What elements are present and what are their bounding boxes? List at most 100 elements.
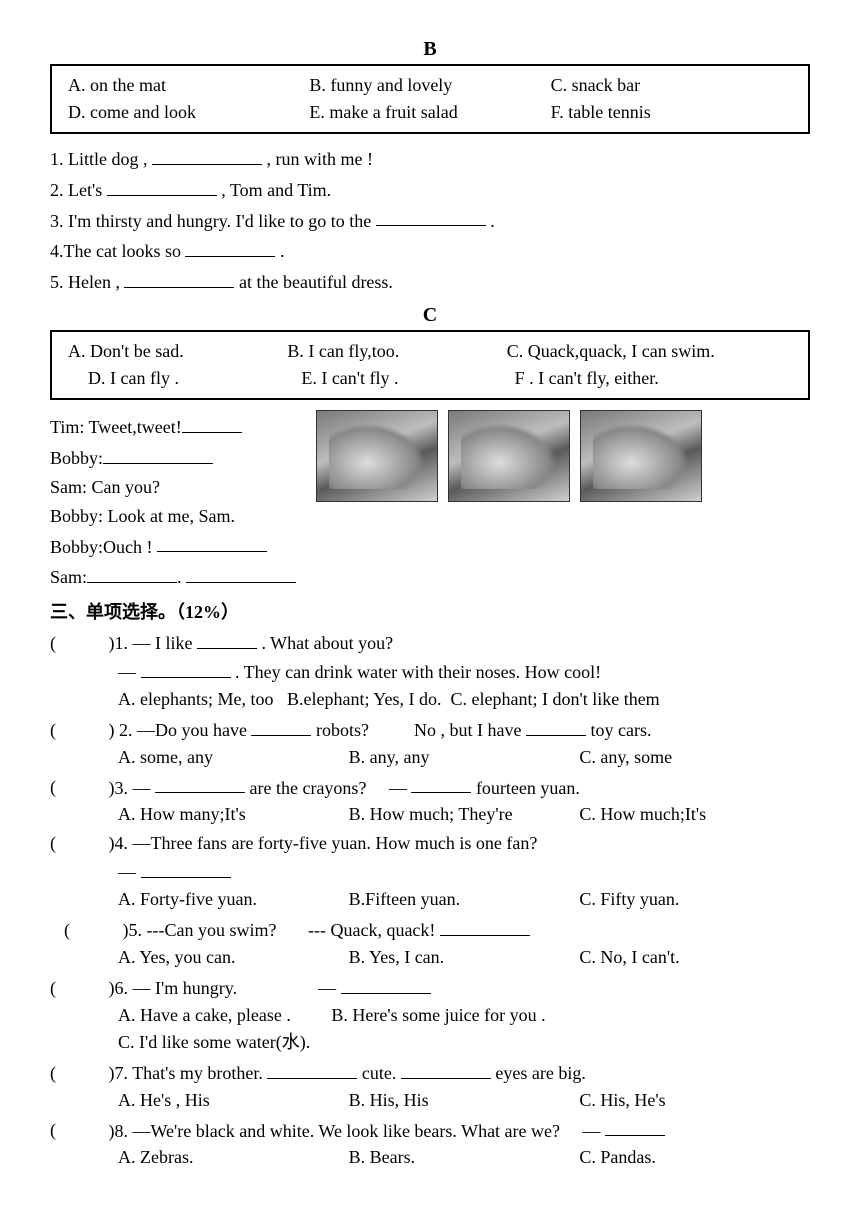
answer-paren[interactable]: ( [50, 717, 104, 744]
q3-choice-b: B. How much; They're [349, 801, 580, 828]
q1-line2-b: . They can drink water with their noses.… [235, 662, 601, 682]
option-b-f: F. table tennis [551, 99, 792, 126]
cartoon-images [316, 410, 702, 502]
q7-num: )7. [109, 1063, 129, 1083]
q6-stem-b: — [318, 978, 336, 998]
blank-input[interactable] [87, 562, 177, 583]
q1-stem-a: — I like [133, 633, 193, 653]
blank-input[interactable] [157, 532, 267, 553]
q5-choice-c: C. No, I can't. [579, 944, 810, 971]
b-q1-text-b: , run with me ! [267, 149, 373, 169]
answer-paren[interactable]: ( [50, 1060, 104, 1087]
option-c-a: A. Don't be sad. [68, 338, 287, 365]
b-q1: 1. Little dog , , run with me ! [50, 144, 810, 173]
answer-paren[interactable]: ( [50, 917, 118, 944]
blank-input[interactable] [401, 1058, 491, 1079]
q8-num: )8. [109, 1120, 129, 1140]
b-q5: 5. Helen , at the beautiful dress. [50, 267, 810, 296]
section-b-options-box: A. on the mat B. funny and lovely C. sna… [50, 64, 810, 134]
q2-choice-b: B. any, any [349, 744, 580, 771]
dialog-l3: Sam: Can you? [50, 477, 160, 497]
dialog-l6a: Sam: [50, 567, 87, 587]
cartoon-image-1 [316, 410, 438, 502]
q5-stem-a: ---Can you swim? [147, 920, 277, 940]
b-q3-text-b: . [490, 210, 495, 230]
blank-input[interactable] [526, 715, 586, 736]
q7-choice-c: C. His, He's [579, 1087, 810, 1114]
answer-paren[interactable]: ( [50, 1117, 104, 1144]
section-c-heading: C [50, 300, 810, 330]
option-c-d: D. I can fly . [68, 365, 301, 392]
q1-choice-c: C. elephant; I don't like them [450, 689, 659, 709]
blank-input[interactable] [186, 562, 296, 583]
q1: ( )1. — I like . What about you? — . The… [50, 628, 810, 713]
q1-line2-a: — [118, 662, 136, 682]
blank-input[interactable] [182, 412, 242, 433]
b-q4-text-a: 4.The cat looks so [50, 241, 181, 261]
answer-paren[interactable]: ( [50, 975, 104, 1002]
q2-stem-b: robots? [316, 720, 369, 740]
b-q2: 2. Let's , Tom and Tim. [50, 175, 810, 204]
b-q5-text-b: at the beautiful dress. [239, 272, 393, 292]
answer-paren[interactable]: ( [50, 630, 104, 657]
section-3-title: 三、单项选择。（12%） [50, 599, 810, 626]
blank-input[interactable] [185, 236, 275, 257]
dialog-l2: Bobby: [50, 448, 103, 468]
q7-choice-a: A. He's , His [118, 1087, 349, 1114]
blank-input[interactable] [376, 206, 486, 227]
blank-input[interactable] [251, 715, 311, 736]
blank-input[interactable] [411, 773, 471, 794]
blank-input[interactable] [103, 443, 213, 464]
q2-stem-a: —Do you have [137, 720, 247, 740]
q6-choice-a: A. Have a cake, please . [118, 1005, 291, 1025]
b-q4-text-b: . [280, 241, 285, 261]
q6: ( )6. — I'm hungry. — A. Have a cake, pl… [50, 973, 810, 1056]
blank-input[interactable] [107, 175, 217, 196]
q8: ( )8. —We're black and white. We look li… [50, 1116, 810, 1172]
q5-num: )5. [123, 920, 143, 940]
section-c-options-box: A. Don't be sad. B. I can fly,too. C. Qu… [50, 330, 810, 400]
q7-stem-b: cute. [362, 1063, 396, 1083]
q8-choice-b: B. Bears. [349, 1144, 580, 1171]
cartoon-image-3 [580, 410, 702, 502]
blank-input[interactable] [124, 267, 234, 288]
q1-stem-b: . What about you? [262, 633, 394, 653]
dialog-l4: Bobby: Look at me, Sam. [50, 506, 235, 526]
blank-input[interactable] [155, 773, 245, 794]
answer-paren[interactable]: ( [50, 830, 104, 857]
blank-input[interactable] [141, 657, 231, 678]
q4: ( )4. —Three fans are forty-five yuan. H… [50, 830, 810, 913]
blank-input[interactable] [141, 857, 231, 878]
q2-stem-c: No , but I have [414, 720, 521, 740]
q4-choice-b: B.Fifteen yuan. [349, 886, 580, 913]
option-c-c: C. Quack,quack, I can swim. [507, 338, 792, 365]
q4-num: )4. [109, 833, 129, 853]
b-q3: 3. I'm thirsty and hungry. I'd like to g… [50, 206, 810, 235]
q2-stem-d: toy cars. [590, 720, 651, 740]
q7-stem-a: That's my brother. [132, 1063, 263, 1083]
option-b-d: D. come and look [68, 99, 309, 126]
answer-paren[interactable]: ( [50, 774, 104, 801]
q4-choice-a: A. Forty-five yuan. [118, 886, 349, 913]
blank-input[interactable] [341, 973, 431, 994]
q3-num: )3. [109, 777, 129, 797]
q8-choice-a: A. Zebras. [118, 1144, 349, 1171]
blank-input[interactable] [605, 1116, 665, 1137]
q2-choice-a: A. some, any [118, 744, 349, 771]
q8-stem-b: — [583, 1120, 601, 1140]
q1-choice-b: B.elephant; Yes, I do. [287, 689, 442, 709]
b-q2-text-b: , Tom and Tim. [221, 180, 331, 200]
q2: ( ) 2. —Do you have robots? No , but I h… [50, 715, 810, 771]
q8-choice-c: C. Pandas. [579, 1144, 810, 1171]
blank-input[interactable] [197, 628, 257, 649]
blank-input[interactable] [152, 144, 262, 165]
q3-stem-a: — [133, 777, 151, 797]
option-b-e: E. make a fruit salad [309, 99, 550, 126]
blank-input[interactable] [440, 915, 530, 936]
q6-choice-c: C. I'd like some water(水). [118, 1032, 310, 1052]
blank-input[interactable] [267, 1058, 357, 1079]
b-q2-text-a: 2. Let's [50, 180, 102, 200]
q5-stem-b: --- Quack, quack! [308, 920, 435, 940]
q3-stem-c: — [389, 777, 407, 797]
q2-num: ) 2. [109, 720, 133, 740]
